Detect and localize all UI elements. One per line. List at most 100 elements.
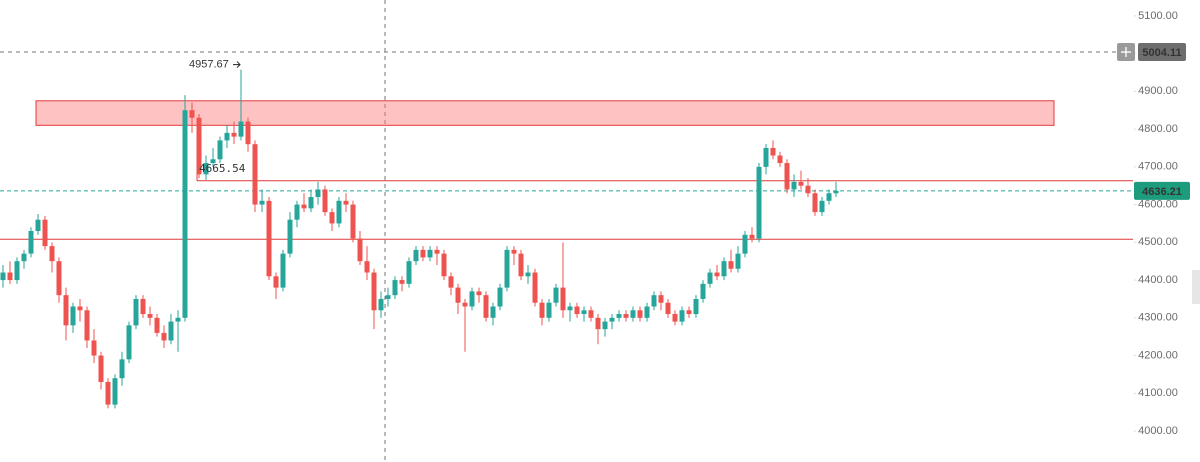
crosshair-price-box [1138,43,1186,62]
y-tick-label: 4500.00 [1138,236,1178,248]
candle-body [413,249,419,262]
candle-body [259,200,265,205]
candle-body [350,204,356,239]
candle-body [364,261,370,273]
candle-body [434,249,440,254]
candle-body [574,306,580,315]
candle-body [826,193,832,201]
candle-body [133,298,139,326]
candle-body [560,287,566,311]
candle-body [28,231,34,254]
candle-body [140,298,146,315]
y-tick-label: 4100.00 [1138,387,1178,399]
candle-body [357,238,363,262]
high-marker-label: 4957.67 [189,58,229,70]
last-price: 4636.21 [1142,186,1182,198]
crosshair-price: 5004.11 [1142,47,1181,59]
candle-body [644,306,650,318]
candle-body [154,317,160,333]
scroll-handle[interactable] [1192,270,1200,304]
y-tick-label: 4300.00 [1138,312,1178,324]
candle-body [609,317,615,322]
candle-body [539,302,545,318]
candle-body [553,287,559,303]
candle-body [469,291,475,307]
candle-body [126,325,132,360]
candle-body [322,189,328,213]
candle-body [266,200,272,277]
candle-body [546,302,552,318]
candle-body [203,163,209,175]
candle-body [168,321,174,341]
candle-body [504,249,510,288]
candle-body [70,306,76,326]
candle-body [427,249,433,258]
candle-body [294,204,300,220]
candle-body [623,314,629,318]
candle-body [315,189,321,198]
candle-body [658,295,664,303]
candle-body [735,253,741,269]
y-tick-label: 4000.00 [1138,425,1178,437]
candle-body [308,197,314,209]
candle-body [7,272,13,281]
candle-body [476,291,482,296]
candle-body [819,200,825,213]
candle-body [525,272,531,277]
candle-body [483,295,489,318]
candle-body [112,378,118,405]
candle-body [749,234,755,239]
candle-body [707,272,713,284]
candle-body [42,219,48,247]
resistance-zone [35,100,1055,126]
candle-body [728,261,734,269]
low-marker-label: 4665.54 [199,162,246,175]
candle-body [182,110,188,318]
candle-body [805,185,811,194]
candle-body [175,317,181,322]
candle-body [189,110,195,118]
candle-body [567,306,573,311]
candle-body [147,314,153,318]
candle-body [798,181,804,186]
candle-body [791,181,797,190]
crosshair-plus [1121,47,1131,58]
candle-body [77,306,83,311]
candle-body [770,147,776,156]
y-tick-label: 4400.00 [1138,274,1178,286]
candle-body [14,261,20,281]
candle-body [679,310,685,322]
candle-body [238,121,244,137]
y-tick-label: 4600.00 [1138,198,1178,210]
candle-body [518,253,524,277]
candle-body [280,253,286,288]
candle-body [98,355,104,382]
candle-body [385,295,391,299]
candle-body [287,219,293,254]
candle-body [833,190,839,194]
y-tick-label: 4700.00 [1138,161,1178,173]
candle-body [392,280,398,296]
candle-body [273,276,279,288]
y-tick-label: 4900.00 [1138,85,1178,97]
candle-body [84,310,90,341]
candle-body [763,147,769,167]
candle-body [455,287,461,303]
y-tick-label: 5100.00 [1138,10,1178,22]
candle-body [0,272,6,281]
candle-body [406,261,412,284]
candle-body [21,253,27,262]
candle-body [35,219,41,231]
candle-body [637,310,643,318]
candle-body [49,246,55,262]
candle-body [602,321,608,330]
candle-body [301,204,307,209]
candle-body [581,310,587,315]
candle-body [665,302,671,315]
candle-body [161,332,167,341]
candle-body [245,121,251,145]
candle-body [63,295,69,326]
candle-body [595,317,601,330]
candle-body [784,163,790,190]
candle-body [105,381,111,405]
